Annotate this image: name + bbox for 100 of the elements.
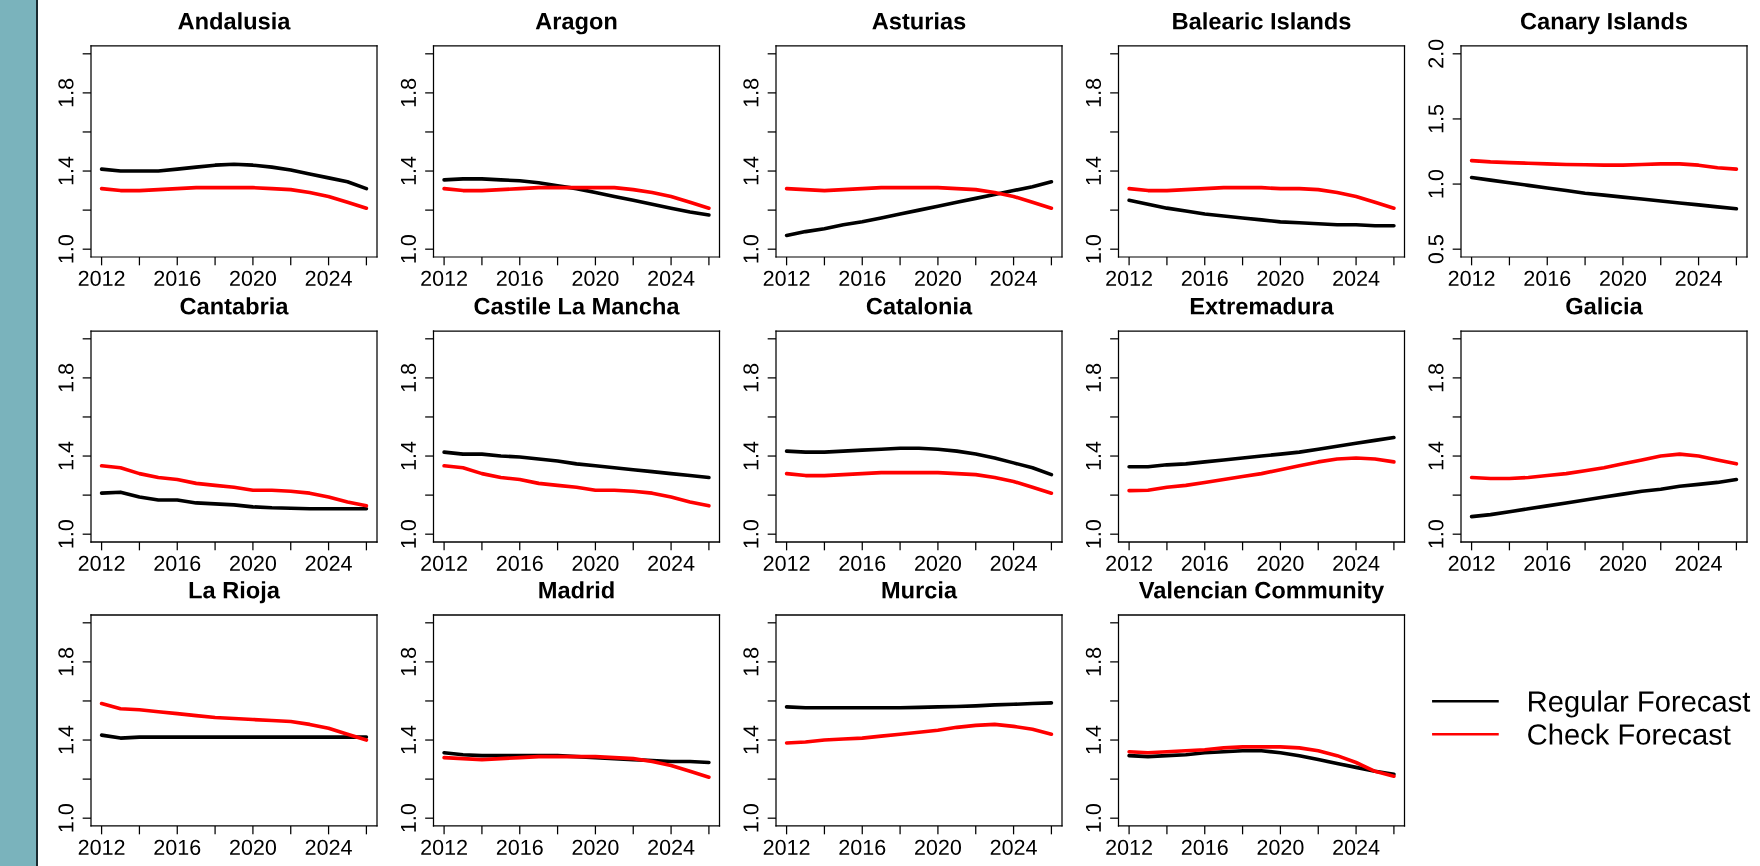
line-series: [442, 754, 711, 779]
chart-title: Aragon: [535, 13, 617, 35]
y-tick-label: 1.0: [1085, 520, 1102, 548]
x-tick-label: 2012: [1106, 270, 1152, 287]
line-series: [442, 464, 711, 508]
x-tick-label: 2016: [839, 555, 886, 572]
x-tick-label: 2012: [78, 839, 125, 856]
y-tick-label: 1.0: [58, 804, 74, 832]
y-tick-label: 1.8: [400, 647, 417, 676]
x-tick-label: 2012: [421, 839, 467, 856]
y-tick-label: 1.4: [58, 725, 74, 754]
x-tick-label: 2020: [1257, 839, 1304, 856]
x-tick-label: 2016: [1181, 270, 1228, 287]
y-tick-label: 2.0: [1428, 39, 1444, 68]
line-series: [1127, 456, 1396, 493]
x-tick-label: 2024: [1333, 270, 1380, 287]
x-tick-label: 2024: [305, 555, 352, 572]
chart-title: Asturias: [872, 12, 966, 30]
y-tick-label: 1.8: [400, 78, 417, 107]
line-series: [99, 464, 369, 508]
x-tick-label: 2012: [1106, 555, 1152, 572]
line-series: [784, 470, 1054, 495]
chart-title: Canary Islands: [1520, 12, 1688, 35]
x-tick-label: 2024: [648, 555, 695, 572]
x-tick-label: 2020: [1257, 270, 1304, 287]
x-tick-label: 2020: [915, 555, 962, 572]
line-series: [1127, 435, 1396, 469]
x-tick-label: 2024: [305, 270, 352, 287]
y-tick-label: 1.8: [1428, 363, 1444, 392]
y-tick-label: 1.4: [743, 725, 759, 754]
x-tick-label: 2012: [763, 839, 810, 856]
y-tick-label: 1.8: [743, 647, 759, 676]
y-tick-label: 1.0: [400, 235, 417, 263]
y-tick-label: 1.4: [1086, 156, 1101, 185]
line-series: [784, 185, 1054, 210]
line-series: [1469, 158, 1739, 171]
y-tick-label: 0.5: [1428, 235, 1444, 264]
x-tick-label: 2020: [1600, 555, 1647, 572]
y-tick-label: 1.0: [1428, 169, 1444, 198]
chart-title: Catalonia: [866, 297, 973, 315]
x-tick-label: 2016: [154, 270, 201, 287]
line-series: [1127, 198, 1396, 228]
x-tick-label: 2020: [915, 270, 962, 287]
x-tick-label: 2020: [1600, 270, 1647, 287]
x-tick-label: 2024: [1675, 555, 1722, 572]
y-tick-label: 1.0: [400, 804, 417, 832]
chart-title: Andalusia: [178, 12, 291, 30]
x-tick-label: 2020: [1257, 555, 1304, 572]
x-tick-label: 2016: [839, 270, 886, 287]
x-tick-label: 2024: [990, 270, 1037, 287]
y-tick-label: 1.4: [743, 156, 759, 185]
x-tick-label: 2012: [763, 270, 810, 287]
x-tick-label: 2012: [1448, 270, 1495, 287]
line-series: [784, 446, 1054, 477]
y-tick-label: 1.5: [1428, 104, 1444, 133]
x-tick-label: 2024: [990, 839, 1037, 856]
x-tick-label: 2020: [572, 270, 619, 287]
chart-title: Galicia: [1566, 297, 1643, 315]
chart-title: Madrid: [539, 581, 614, 599]
y-tick-label: 1.8: [743, 78, 759, 107]
x-tick-label: 2024: [1333, 555, 1380, 572]
x-tick-label: 2024: [1675, 270, 1722, 287]
y-tick-label: 1.8: [58, 78, 74, 107]
x-tick-label: 2012: [78, 555, 125, 572]
x-tick-label: 2020: [572, 555, 619, 572]
line-series: [1469, 175, 1739, 211]
line-series: [784, 722, 1054, 745]
chart-title: Balearic Islands: [1173, 12, 1351, 30]
x-tick-label: 2016: [496, 839, 543, 856]
y-tick-label: 1.8: [743, 363, 759, 392]
line-series: [99, 185, 369, 210]
x-tick-label: 2016: [839, 839, 886, 856]
chart-title: Cantabria: [180, 297, 289, 315]
y-tick-label: 1.4: [58, 156, 74, 185]
x-tick-label: 2020: [230, 555, 277, 572]
x-tick-label: 2020: [572, 839, 619, 856]
y-tick-label: 1.4: [58, 441, 74, 470]
y-tick-label: 1.8: [1085, 363, 1102, 392]
line-series: [99, 162, 369, 191]
y-tick-label: 1.8: [58, 647, 74, 676]
legend-label: Regular Forecast: [1529, 690, 1751, 718]
y-tick-label: 1.0: [1428, 520, 1444, 548]
y-tick-label: 1.4: [1428, 441, 1444, 470]
x-tick-label: 2020: [230, 839, 277, 856]
y-tick-label: 1.0: [743, 235, 759, 263]
chart-title: Extremadura: [1190, 297, 1334, 315]
x-tick-label: 2024: [990, 555, 1037, 572]
y-tick-label: 1.4: [743, 441, 759, 470]
x-tick-label: 2020: [915, 839, 962, 856]
x-tick-label: 2024: [648, 839, 695, 856]
y-tick-label: 1.8: [1085, 78, 1102, 107]
chart-title: Castile La Mancha: [474, 297, 680, 315]
y-tick-label: 1.8: [400, 363, 417, 392]
y-tick-label: 1.4: [1086, 441, 1101, 470]
chart-title: Murcia: [882, 581, 958, 599]
line-series: [1469, 452, 1739, 481]
y-tick-label: 1.0: [400, 520, 417, 548]
y-tick-label: 1.8: [58, 363, 74, 392]
y-tick-label: 1.0: [1085, 235, 1102, 263]
x-tick-label: 2016: [496, 555, 543, 572]
